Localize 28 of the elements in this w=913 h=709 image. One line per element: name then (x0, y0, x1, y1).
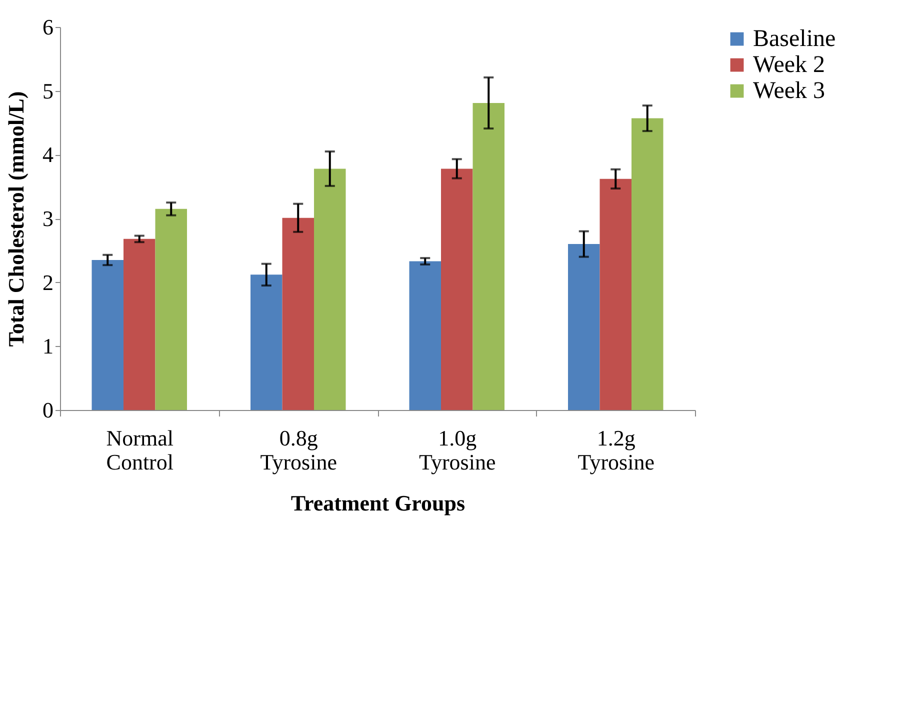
y-tick-label: 3 (42, 206, 54, 231)
x-tick-label: 0.8g Tyrosine (260, 426, 337, 474)
y-tick-label: 5 (42, 78, 54, 104)
y-tick-label: 2 (42, 270, 54, 295)
legend-label: Baseline (753, 26, 836, 52)
bar (92, 260, 124, 410)
bar (155, 208, 187, 410)
y-axis-title: Total Cholesterol (mmol/L) (4, 91, 28, 347)
x-tick-label: 1.0g Tyrosine (419, 426, 496, 474)
bar (568, 244, 600, 410)
y-tick-label: 1 (42, 334, 54, 359)
x-tick-label: Normal Control (106, 426, 174, 474)
bar (314, 168, 346, 410)
x-tick-label: 1.2g Tyrosine (578, 426, 654, 474)
bar (632, 118, 664, 410)
bar (472, 102, 504, 410)
y-tick-label: 4 (42, 142, 54, 168)
bar (282, 218, 314, 410)
legend-label: Week 3 (753, 78, 826, 104)
bar (124, 238, 156, 410)
legend-label: Week 2 (753, 52, 826, 78)
y-tick-label: 0 (42, 398, 54, 422)
bar (409, 261, 441, 410)
bar (250, 274, 282, 410)
y-tick-label: 6 (42, 14, 54, 40)
bar (441, 168, 473, 410)
bar (600, 178, 632, 410)
x-axis-title: Treatment Groups (290, 490, 466, 516)
